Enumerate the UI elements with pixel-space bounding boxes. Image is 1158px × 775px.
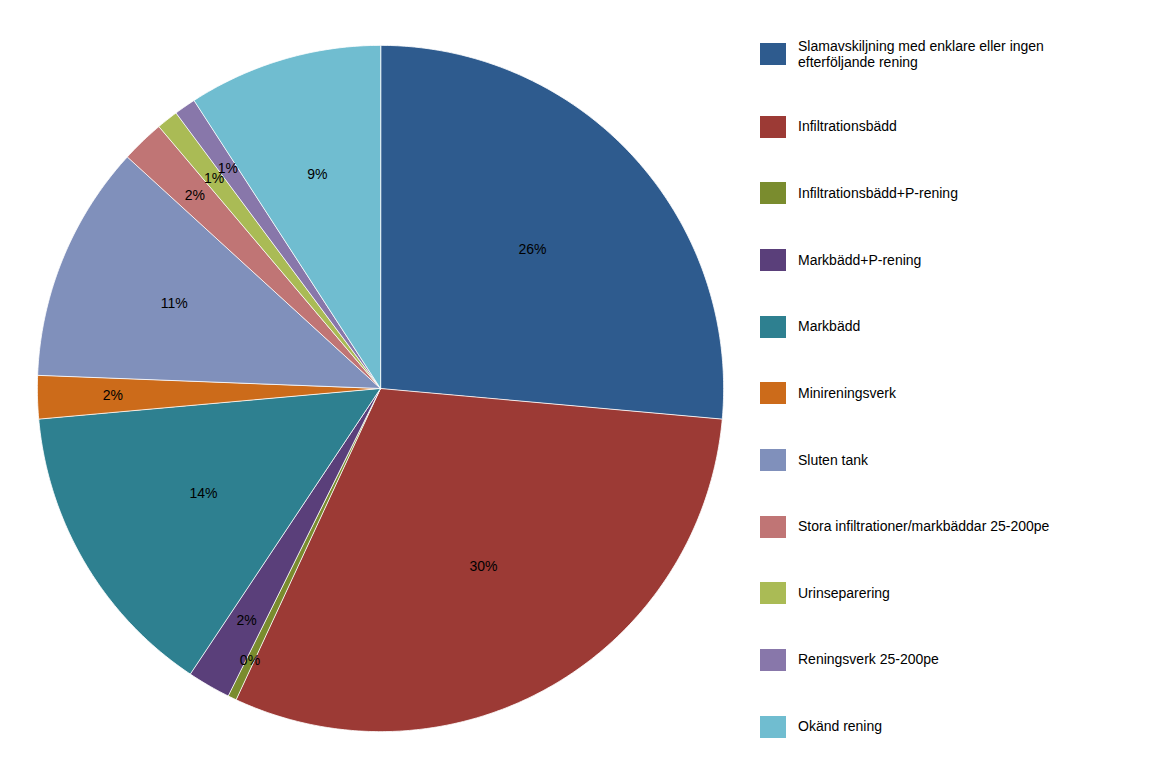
html-text:Sluten tank: Sluten tank bbox=[798, 451, 869, 468]
svg-text:2%: 2% bbox=[103, 386, 123, 402]
svg-text:11%: 11% bbox=[161, 295, 188, 311]
html-text:Urinseparering: Urinseparering bbox=[798, 584, 890, 601]
svg-text:1%: 1% bbox=[218, 160, 238, 176]
svg-text:2%: 2% bbox=[237, 611, 257, 627]
html-text:Markbädd: Markbädd bbox=[798, 318, 861, 335]
svg-text:2%: 2% bbox=[185, 187, 205, 203]
html-text:Okänd rening: Okänd rening bbox=[798, 718, 883, 735]
html-text:Stora infiltrationer/markbädda: Stora infiltrationer/markbäddar 25-200pe bbox=[798, 518, 1050, 535]
html-text:Infiltrationsbädd+P-rening: Infiltrationsbädd+P-rening bbox=[798, 185, 958, 201]
html-text:Minireningsverk: Minireningsverk bbox=[798, 384, 896, 401]
svg-text:30%: 30% bbox=[469, 558, 497, 574]
svg-text:1%: 1% bbox=[204, 169, 225, 186]
svg-text:9%: 9% bbox=[307, 166, 327, 182]
html-text:Reningsverk 25-200pe: Reningsverk 25-200pe bbox=[798, 651, 939, 668]
svg-text:0%: 0% bbox=[240, 652, 260, 668]
svg-text:26%: 26% bbox=[518, 241, 546, 257]
html-text:Infiltrationsbädd: Infiltrationsbädd bbox=[798, 118, 897, 135]
html-text:Slamavskiljning med enklare el: Slamavskiljning med enklare eller ingen … bbox=[798, 37, 1044, 71]
svg-text:14%: 14% bbox=[190, 485, 218, 501]
html-text:Markbädd+P-rening: Markbädd+P-rening bbox=[798, 251, 922, 268]
